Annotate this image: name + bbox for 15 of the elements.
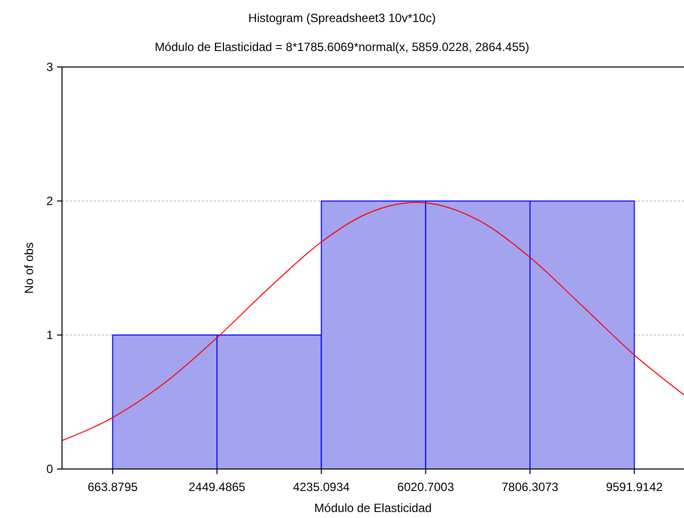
chart-subtitle: Módulo de Elasticidad = 8*1785.6069*normal(x, 5859.0228, 2864.455)	[154, 40, 530, 54]
x-tick-label: 4235.0934	[292, 480, 350, 494]
y-tick-label: 3	[46, 60, 54, 74]
y-tick-label: 1	[46, 328, 54, 342]
y-tick-label: 0	[46, 462, 54, 476]
x-tick-label: 7806.3073	[502, 480, 559, 494]
x-tick-label: 6020.7003	[397, 480, 454, 494]
x-tick-label: 663.8795	[88, 480, 138, 494]
x-tick-label: 9591.9142	[606, 480, 664, 494]
x-tick-label: 2449.4865	[188, 480, 246, 494]
x-axis-title: Módulo de Elasticidad	[314, 501, 432, 515]
line-series	[62, 202, 684, 442]
y-tick-label: 2	[46, 194, 54, 208]
y-axis-title: No of obs	[22, 242, 36, 294]
chart-title: Histogram (Spreadsheet3 10v*10c)	[248, 11, 436, 25]
